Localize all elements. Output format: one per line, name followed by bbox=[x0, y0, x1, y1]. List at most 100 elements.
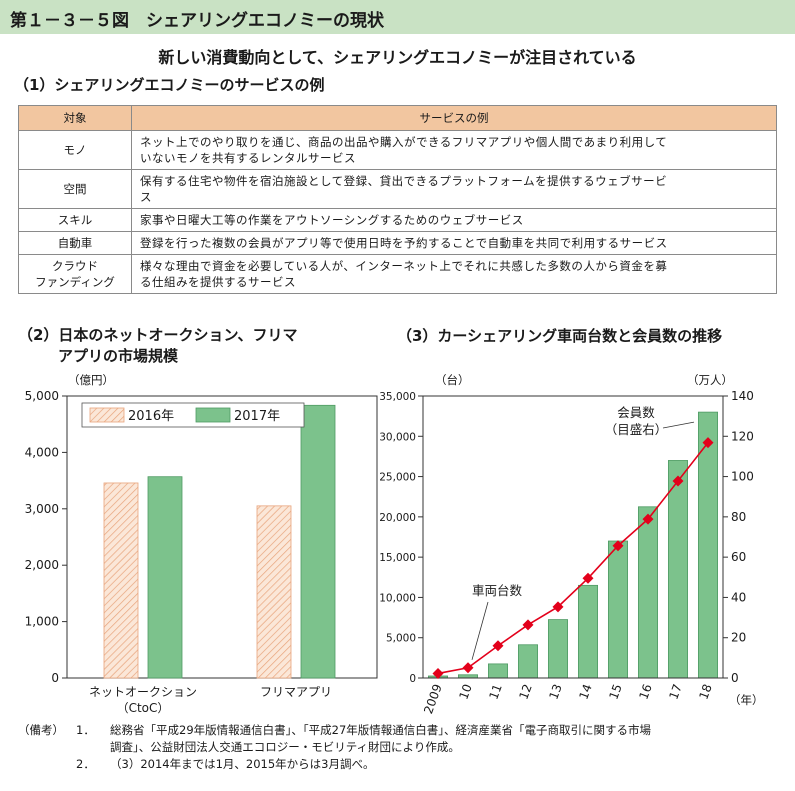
left-tick-label: 35,000 bbox=[379, 391, 416, 403]
notes: （備考） 1． 総務省「平成29年版情報通信白書」、「平成27年版情報通信白書」… bbox=[18, 722, 788, 773]
right-tick-label: 40 bbox=[731, 590, 746, 604]
y-axis-unit: （億円） bbox=[68, 373, 114, 387]
bar-2017 bbox=[300, 404, 336, 679]
vehicle-point bbox=[432, 667, 444, 679]
column-header-target: 対象 bbox=[18, 105, 132, 131]
bar-2017 bbox=[147, 476, 183, 679]
section3-title: （3）カーシェアリング車両台数と会員数の推移 bbox=[397, 327, 723, 345]
notes-label: （備考） bbox=[18, 723, 64, 737]
member-bar bbox=[607, 540, 628, 679]
vehicle-point bbox=[522, 619, 534, 631]
right-tick-label: 140 bbox=[731, 389, 754, 403]
note-text: 調査」、公益財団法人交通エコロジー・モビリティ財団により作成。 bbox=[110, 740, 460, 754]
x-year-label: 14 bbox=[576, 682, 594, 701]
service-description-line: る仕組みを提供するサービス bbox=[140, 275, 296, 289]
note-text: 総務省「平成29年版情報通信白書」、「平成27年版情報通信白書」、経済産業省「電… bbox=[110, 723, 652, 737]
y-tick-label: 1,000 bbox=[25, 615, 59, 629]
note-text: （3）2014年までは1月、2015年からは3月調べ。 bbox=[110, 757, 375, 771]
table-row: 自動車 登録を行った複数の会員がアプリ等で使用日時を予約することで自動車を共同で利… bbox=[18, 231, 777, 255]
members-annotation-line: （目盛右） bbox=[605, 422, 668, 437]
vehicle-point bbox=[612, 540, 624, 552]
x-year-label: 16 bbox=[636, 682, 654, 701]
service-target: スキル bbox=[18, 208, 132, 232]
plot-frame bbox=[422, 395, 724, 679]
right-tick-label: 80 bbox=[731, 510, 746, 524]
section1-title: （1）シェアリングエコノミーのサービスの例 bbox=[14, 76, 325, 94]
left-axis-unit: （台） bbox=[435, 373, 470, 387]
x-year-label: 15 bbox=[606, 682, 624, 701]
table-row: クラウド ファンディング 様々な理由で資金を必要している人が、インターネット上でそれ… bbox=[18, 254, 777, 294]
service-description: ネット上でのやり取りを通じ、商品の出品や購入ができるフリマアプリや個人間であまり… bbox=[131, 130, 777, 170]
note-number: 2． bbox=[76, 757, 95, 771]
vehicle-point bbox=[582, 572, 594, 584]
service-description-line: 家事や日曜大工等の作業をアウトソーシングするためのウェブサービス bbox=[140, 213, 524, 227]
table-row: モノ ネット上でのやり取りを通じ、商品の出品や購入ができるフリマアプリや個人間であ… bbox=[18, 130, 777, 170]
legend-label-2016: 2016年 bbox=[128, 409, 174, 424]
service-description: 保有する住宅や物件を宿泊施設として登録、貸出できるプラットフォームを提供するウェ… bbox=[131, 169, 777, 209]
member-bar bbox=[547, 619, 568, 679]
right-tick-label: 60 bbox=[731, 550, 746, 564]
x-year-label: 18 bbox=[696, 682, 714, 701]
service-description: 登録を行った複数の会員がアプリ等で使用日時を予約することで自動車を共同で利用する… bbox=[131, 231, 777, 255]
left-tick-label: 5,000 bbox=[386, 633, 416, 645]
bar-2016 bbox=[103, 482, 139, 679]
services-table: 対象 サービスの例 モノ ネット上でのやり取りを通じ、商品の出品や購入ができるフリ… bbox=[18, 105, 777, 294]
plot-frame bbox=[66, 395, 378, 679]
service-target-line: 自動車 bbox=[57, 236, 93, 250]
service-description-line: ネット上でのやり取りを通じ、商品の出品や購入ができるフリマアプリや個人間であまり… bbox=[140, 135, 668, 149]
service-target-line: 空間 bbox=[63, 182, 87, 196]
note-2: 2． （3）2014年までは1月、2015年からは3月調べ。 bbox=[18, 756, 788, 773]
service-description-line: 保有する住宅や物件を宿泊施設として登録、貸出できるプラットフォームを提供するウェ… bbox=[140, 174, 668, 188]
vehicle-point bbox=[702, 437, 714, 449]
column-header-service: サービスの例 bbox=[131, 105, 777, 131]
x-axis-unit: （年） bbox=[729, 693, 764, 707]
x-category-label: フリマアプリ bbox=[260, 685, 332, 699]
left-tick-label: 10,000 bbox=[379, 592, 416, 604]
table-row: スキル 家事や日曜大工等の作業をアウトソーシングするためのウェブサービス bbox=[18, 208, 777, 232]
x-year-label: 13 bbox=[546, 682, 564, 701]
right-axis-unit: （万人） bbox=[687, 373, 733, 387]
service-target-line: ファンディング bbox=[35, 275, 115, 289]
main-title: 新しい消費動向として、シェアリングエコノミーが注目されている bbox=[158, 48, 637, 67]
service-description: 様々な理由で資金を必要している人が、インターネット上でそれに共感した多数の人から… bbox=[131, 254, 777, 294]
table-row: 空間 保有する住宅や物件を宿泊施設として登録、貸出できるプラットフォームを提供する… bbox=[18, 169, 777, 209]
service-description-line: 様々な理由で資金を必要している人が、インターネット上でそれに共感した多数の人から… bbox=[140, 259, 668, 273]
service-description-line: ス bbox=[140, 190, 152, 204]
x-year-label: 12 bbox=[516, 682, 534, 701]
section2-title-line: （2）日本のネットオークション、フリマ bbox=[18, 326, 298, 344]
left-tick-label: 15,000 bbox=[379, 552, 416, 564]
table-body: モノ ネット上でのやり取りを通じ、商品の出品や購入ができるフリマアプリや個人間であ… bbox=[18, 130, 777, 294]
x-year-label: 11 bbox=[486, 682, 504, 701]
members-leader-line bbox=[662, 421, 695, 429]
left-tick-label: 30,000 bbox=[379, 431, 416, 443]
vehicles-annotation: 車両台数 bbox=[472, 583, 523, 598]
service-target: モノ bbox=[18, 130, 132, 170]
service-target-line: モノ bbox=[63, 143, 87, 157]
figure-header: 第１－３－５図 シェアリングエコノミーの現状 bbox=[0, 0, 795, 34]
table-header-row: 対象 サービスの例 bbox=[18, 105, 777, 131]
member-bar bbox=[667, 460, 688, 679]
vehicle-point bbox=[552, 601, 564, 613]
carsharing-chart: （台） （万人） 0 5,000 10,000 15,000 20,000 25,000 30,… bbox=[379, 373, 764, 716]
vehicles-leader-line bbox=[471, 601, 489, 660]
bar-2016 bbox=[256, 505, 292, 679]
x-year-label: 2009 bbox=[421, 682, 445, 715]
service-target: 自動車 bbox=[18, 231, 132, 255]
vehicle-point bbox=[492, 640, 504, 652]
left-tick-label: 25,000 bbox=[379, 472, 416, 484]
legend-swatch-2017 bbox=[195, 407, 231, 423]
y-tick-label: 4,000 bbox=[25, 445, 59, 459]
service-target: クラウド ファンディング bbox=[18, 254, 132, 294]
member-bar bbox=[577, 584, 598, 679]
member-bar bbox=[637, 506, 658, 679]
service-description-line: いないモノを共有するレンタルサービス bbox=[140, 151, 356, 165]
vehicle-point bbox=[672, 475, 684, 487]
section2-title: （2）日本のネットオークション、フリマ アプリの市場規模 bbox=[18, 325, 298, 367]
vehicle-point bbox=[462, 662, 474, 674]
member-bar bbox=[488, 663, 509, 679]
member-bar bbox=[518, 644, 539, 679]
legend-label-2017: 2017年 bbox=[234, 409, 280, 424]
section2-title-line: アプリの市場規模 bbox=[58, 347, 179, 365]
note-1: （備考） 1． 総務省「平成29年版情報通信白書」、「平成27年版情報通信白書」… bbox=[18, 722, 788, 756]
members-annotation-line: 会員数 bbox=[617, 405, 655, 420]
